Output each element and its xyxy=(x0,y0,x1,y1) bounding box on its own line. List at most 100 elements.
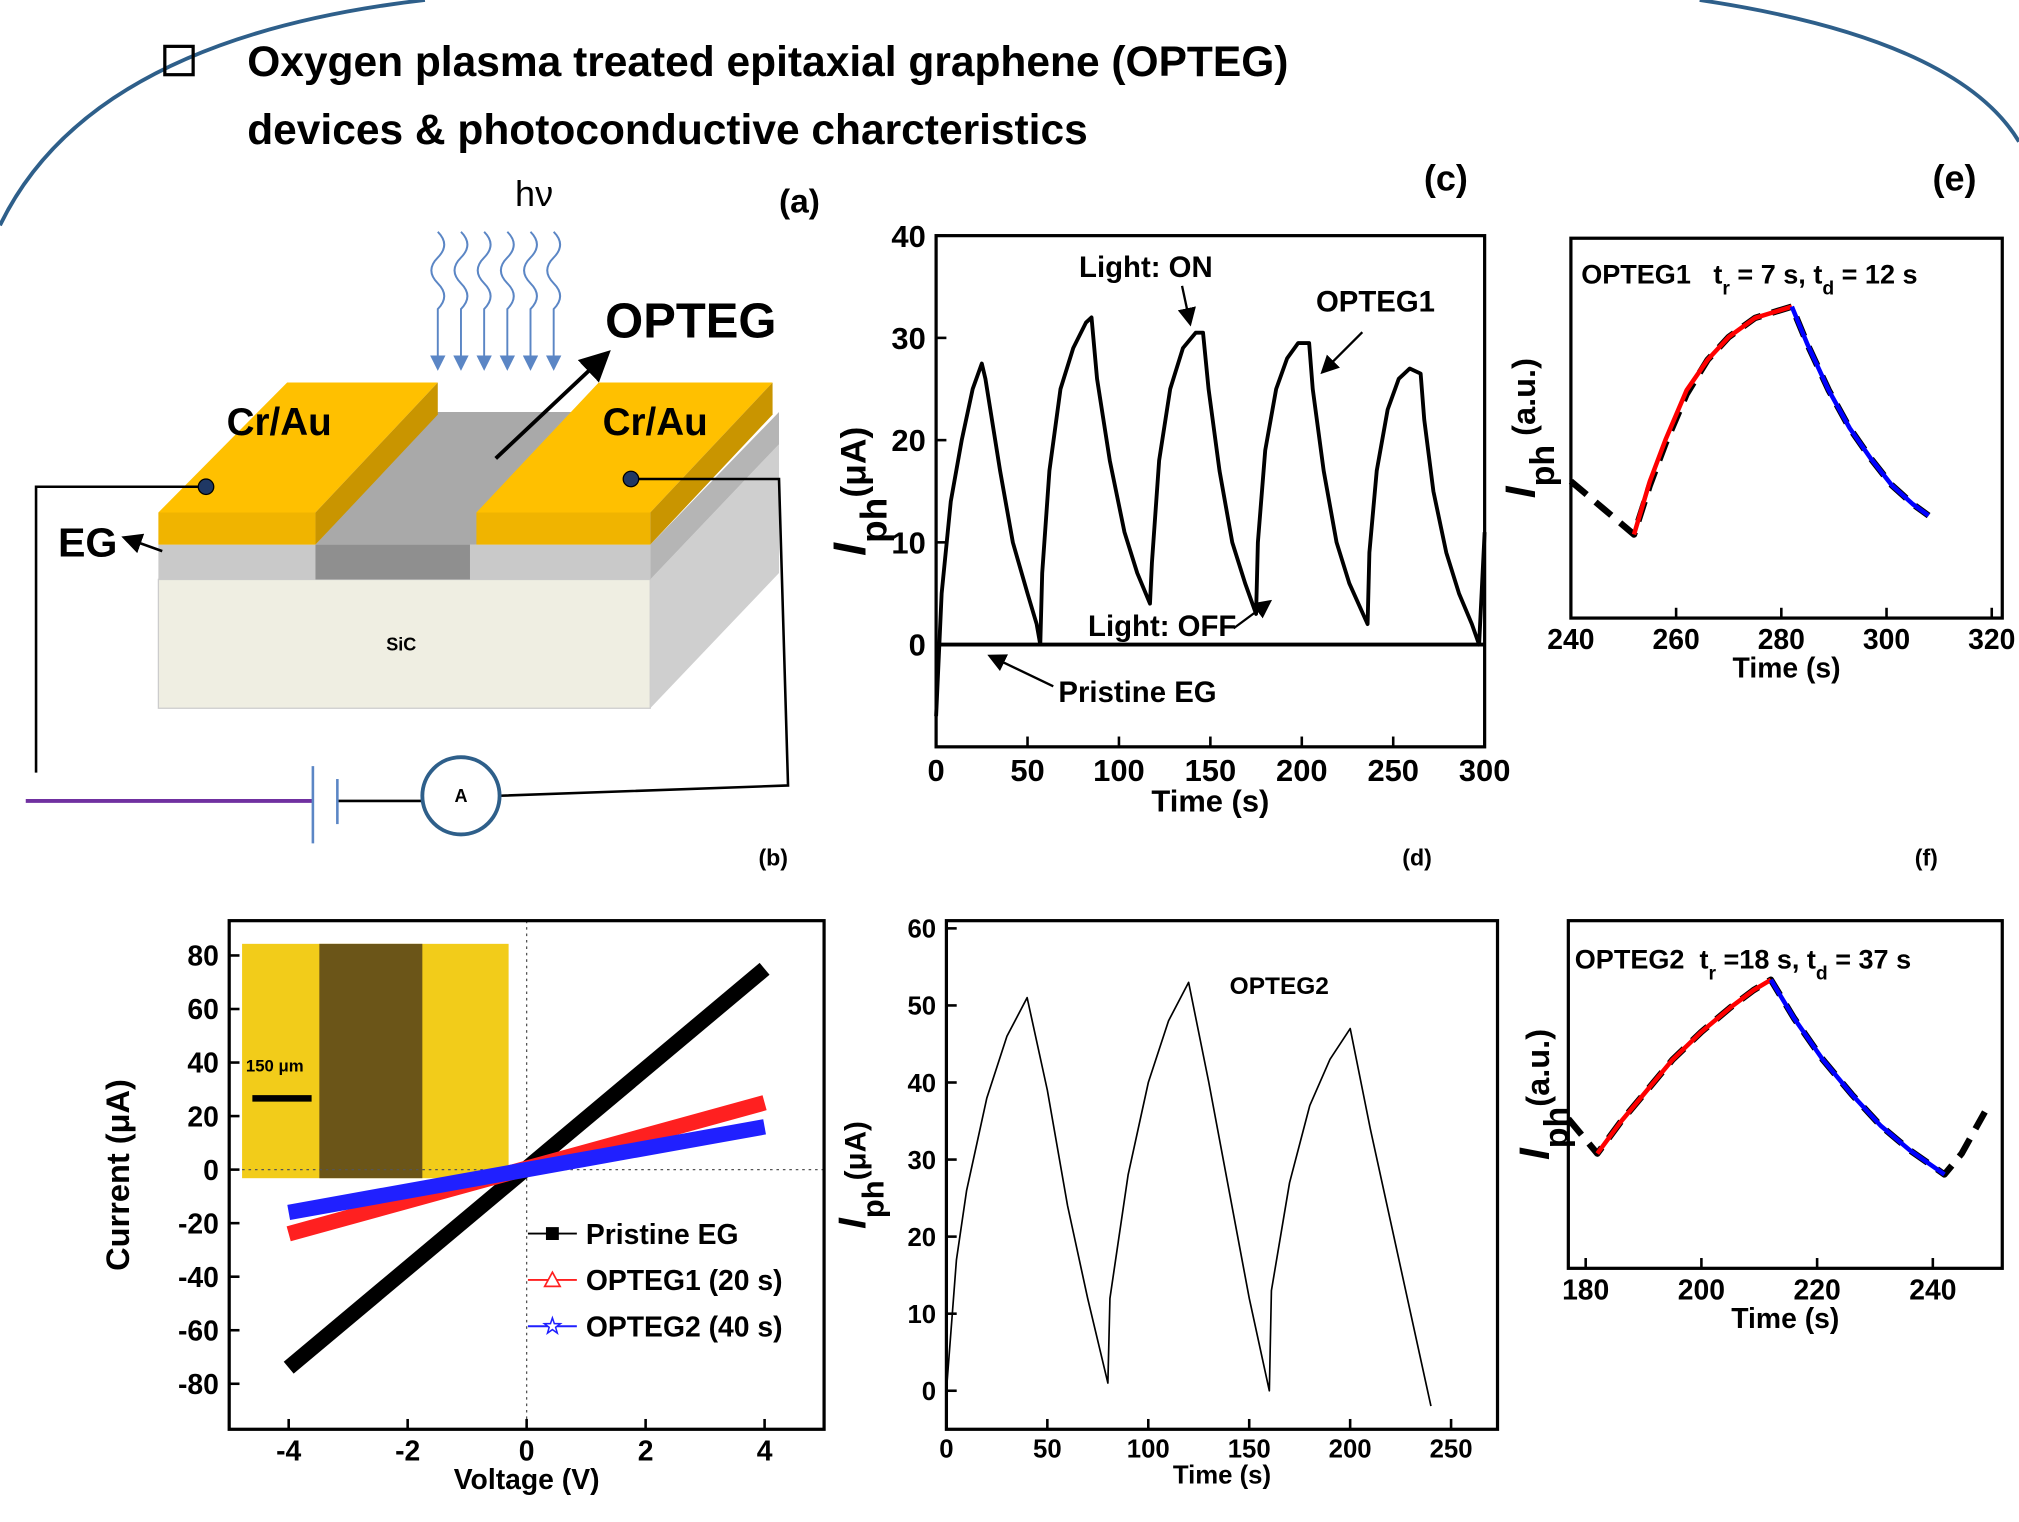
annotation-arrow xyxy=(1320,331,1364,375)
panel-label: (d) xyxy=(1402,844,1432,870)
y-tick-label: 80 xyxy=(187,941,219,973)
annotation-part: t xyxy=(1713,259,1722,289)
x-axis-label: Voltage (V) xyxy=(454,1464,600,1496)
x-tick-label: -2 xyxy=(395,1435,420,1467)
meter-label: A xyxy=(455,786,468,806)
annotation-arrow xyxy=(1232,599,1273,630)
inset-channel xyxy=(319,943,423,1179)
x-tick-label: 200 xyxy=(1276,753,1328,788)
x-tick-label: 0 xyxy=(519,1435,535,1467)
y-axis-label-part: I xyxy=(1498,485,1545,498)
x-axis-label: Time (s) xyxy=(1733,653,1841,685)
annotation: OPTEG1 tr = 7 s, td = 12 s xyxy=(1581,259,1917,299)
series-line xyxy=(287,1119,766,1221)
x-tick-label: 150 xyxy=(1228,1436,1271,1464)
pad-front xyxy=(158,512,316,545)
series-line xyxy=(1568,303,1931,538)
device-diagram: (a) hν OPTEG Cr/Au Cr/Au EG SiC A xyxy=(25,173,820,844)
x-tick-label: 180 xyxy=(1562,1274,1609,1306)
channel-front xyxy=(315,544,470,580)
y-axis-label-part: (μA) xyxy=(833,427,873,498)
y-tick-label: -60 xyxy=(178,1315,219,1347)
plot-frame xyxy=(1569,236,2004,620)
annotation-arrow xyxy=(987,654,1054,688)
pad-front xyxy=(476,512,651,545)
y-tick-label: 40 xyxy=(907,1070,936,1098)
y-tick-label: 10 xyxy=(907,1301,936,1329)
contact xyxy=(197,478,215,496)
panel-label: (b) xyxy=(758,844,788,870)
x-tick-label: 250 xyxy=(1430,1436,1473,1464)
scale-label: 150 μm xyxy=(246,1056,304,1075)
legend-marker xyxy=(545,1227,559,1240)
annotation: OPTEG2 tr =18 s, td = 37 s xyxy=(1575,944,1911,984)
layer-label: EG xyxy=(58,519,118,565)
channel-label: OPTEG xyxy=(605,294,776,348)
annotation: Light: ON xyxy=(1079,251,1213,284)
wire xyxy=(499,477,790,798)
annotation: OPTEG2 xyxy=(1230,973,1329,1000)
y-tick-label: 20 xyxy=(891,423,925,458)
annotation: OPTEG1 xyxy=(1316,286,1435,319)
y-axis-label-part: I xyxy=(1512,1147,1559,1160)
x-tick-label: 300 xyxy=(1863,624,1910,656)
y-axis-label-part: I xyxy=(831,1217,874,1229)
y-axis-label-part: ph xyxy=(852,498,894,543)
x-tick-label: 220 xyxy=(1793,1274,1840,1306)
x-tick-label: 250 xyxy=(1367,753,1419,788)
annotation-part: OPTEG1 xyxy=(1581,259,1713,289)
x-tick-label: 150 xyxy=(1185,753,1237,788)
checkbox xyxy=(163,44,195,77)
y-tick-label: 0 xyxy=(909,628,926,663)
x-axis-label: Time (s) xyxy=(1173,1461,1271,1489)
substrate-side xyxy=(650,444,780,709)
y-tick-label: 0 xyxy=(922,1378,936,1406)
annotation-part: = 7 s, t xyxy=(1730,259,1822,289)
y-axis-label-part: ph xyxy=(1524,445,1562,487)
y-tick-label: 0 xyxy=(203,1155,219,1187)
contact xyxy=(622,470,640,488)
channel-top xyxy=(315,412,599,545)
x-tick-label: 200 xyxy=(1329,1436,1372,1464)
y-axis-label: Iph(μA) xyxy=(823,427,894,556)
annotation: Light: OFF xyxy=(1088,610,1236,643)
panel-label: (f) xyxy=(1915,844,1938,870)
x-tick-label: 200 xyxy=(1678,1274,1725,1306)
plot-frame xyxy=(1566,919,2004,1270)
annotation-part: OPTEG2 xyxy=(1575,944,1700,974)
panel-label: (a) xyxy=(779,183,820,220)
slide-arc xyxy=(1699,0,2019,143)
y-axis-label-part: Current (μA) xyxy=(100,1079,136,1271)
legend-marker xyxy=(543,1270,562,1288)
title-line: Oxygen plasma treated epitaxial graphene… xyxy=(247,39,1288,86)
y-axis-label: Iph(a.u.) xyxy=(1512,1029,1576,1160)
legend-label: Pristine EG xyxy=(586,1219,739,1251)
annotation-part: =18 s, t xyxy=(1716,944,1816,974)
y-axis-label: Current (μA) xyxy=(100,1079,136,1271)
x-axis-label: Time (s) xyxy=(1731,1303,1839,1335)
chart: (f) 180 200 220 240 Time (s) Iph(a.u.) OPTEG2 t… xyxy=(1512,844,2004,1335)
y-tick-label: 60 xyxy=(187,994,219,1026)
arrow xyxy=(494,350,611,460)
y-axis-label: Iph (a.u.) xyxy=(1498,358,1562,498)
electrode-label: Cr/Au xyxy=(603,401,708,444)
chart: (b)150 μm-4 -2 0 2 4-80-60-40-20020406080Vol… xyxy=(100,844,826,1496)
x-tick-label: 4 xyxy=(757,1435,773,1467)
annotation-arrow xyxy=(1177,285,1196,327)
x-tick-label: 100 xyxy=(1093,753,1145,788)
annotation-part: d xyxy=(1822,278,1834,299)
y-tick-label: 20 xyxy=(907,1224,936,1252)
x-tick-label: 0 xyxy=(928,753,945,788)
x-tick-label: 0 xyxy=(939,1436,953,1464)
annotation-part: d xyxy=(1816,963,1828,984)
y-axis-label-part: ph xyxy=(855,1180,890,1218)
chart: (d) 0 50 100 150 200 250 0 10 20 30 40 50 60 Time (s) I… xyxy=(831,844,1500,1489)
y-axis-label-part: (μA) xyxy=(839,1121,872,1180)
y-tick-label: -80 xyxy=(178,1369,219,1401)
chart: (c) 0 50 100 150 200 250 300 0 10 20 30 40 Time (s) Ip… xyxy=(823,158,1510,819)
pad-side xyxy=(650,382,773,545)
x-tick-label: 300 xyxy=(1459,753,1511,788)
y-tick-label: 30 xyxy=(907,1147,936,1175)
light-label: hν xyxy=(515,173,553,214)
legend-label: OPTEG1 (20 s) xyxy=(586,1265,783,1297)
